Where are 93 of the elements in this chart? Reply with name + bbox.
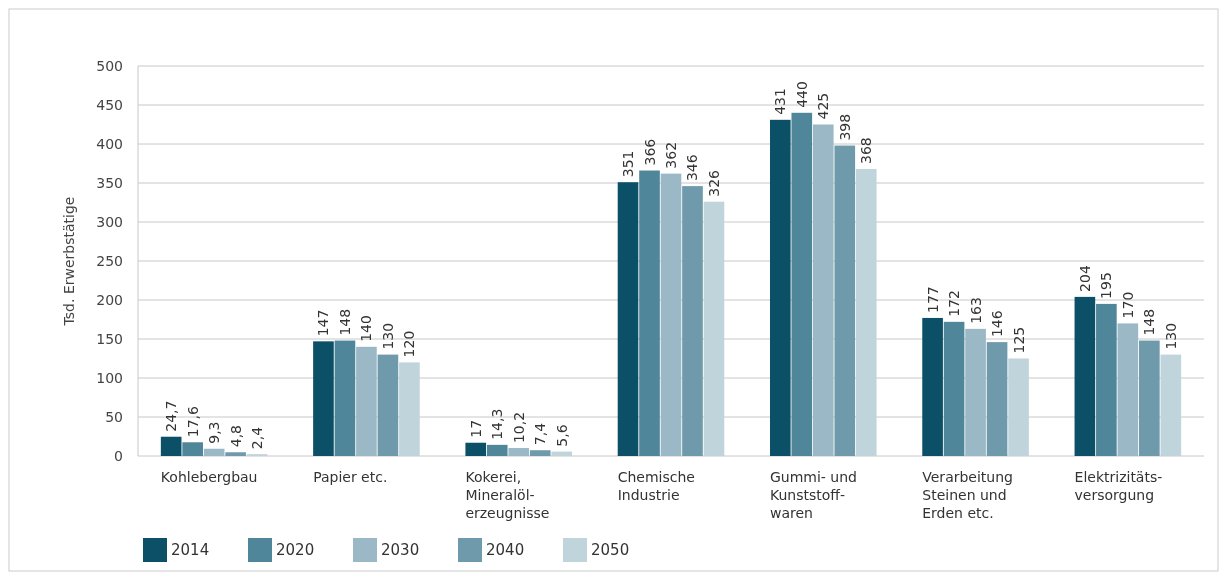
data-label: 14,3 xyxy=(489,408,506,440)
x-tick-label: Elektrizitäts- versorgung xyxy=(1074,469,1163,503)
bar xyxy=(1074,296,1096,456)
bar xyxy=(855,168,877,456)
data-label: 163 xyxy=(967,297,984,324)
bar xyxy=(1139,340,1160,456)
data-label: 368 xyxy=(858,137,875,164)
data-label: 148 xyxy=(1141,308,1158,336)
y-tick-label: 100 xyxy=(96,369,123,386)
data-label: 140 xyxy=(358,315,375,342)
data-label: 17,6 xyxy=(184,406,201,438)
legend-label: 2020 xyxy=(276,541,315,560)
x-tick-label: Kokerei, Mineralöl- erzeugnisse xyxy=(465,469,550,521)
bar xyxy=(225,452,246,456)
bar xyxy=(377,354,399,456)
data-label: 431 xyxy=(772,88,789,115)
bar xyxy=(486,444,508,456)
x-tick-label: Kohlebergbau xyxy=(160,469,258,485)
data-label: 204 xyxy=(1076,265,1093,292)
bar xyxy=(356,346,377,456)
bar xyxy=(203,448,225,456)
bar xyxy=(508,448,530,456)
legend-label: 2050 xyxy=(591,541,630,560)
data-label: 120 xyxy=(401,330,418,358)
y-tick-label: 450 xyxy=(96,96,123,113)
bar xyxy=(922,317,943,456)
bar xyxy=(334,340,356,456)
bar xyxy=(834,145,856,456)
bar xyxy=(660,173,682,456)
y-tick-label: 250 xyxy=(96,252,123,269)
data-label: 5,6 xyxy=(553,424,570,447)
legend-label: 2030 xyxy=(381,541,420,560)
x-tick-label: Gummi- und Kunststoff- waren xyxy=(769,469,858,521)
data-label: 24,7 xyxy=(163,400,180,432)
data-label: 195 xyxy=(1098,272,1115,299)
bar xyxy=(160,436,182,456)
bar xyxy=(1160,354,1182,456)
data-label: 147 xyxy=(315,309,332,337)
data-label: 2,4 xyxy=(249,426,266,450)
bar xyxy=(769,119,791,456)
data-label: 7,4 xyxy=(532,422,549,446)
data-label: 346 xyxy=(684,154,701,182)
y-axis-title: Tsd. Erwerbstätige xyxy=(61,196,77,327)
data-label: 362 xyxy=(663,141,679,169)
bar xyxy=(943,321,965,456)
bar xyxy=(812,124,834,456)
x-tick-label: Verarbeitung Steinen und Erden etc. xyxy=(922,469,1013,521)
data-label: 177 xyxy=(924,286,941,313)
data-label: 440 xyxy=(793,81,810,108)
y-tick-label: 500 xyxy=(96,57,123,74)
data-label: 351 xyxy=(620,150,637,178)
data-label: 125 xyxy=(1010,326,1027,354)
bar xyxy=(682,186,703,456)
data-label: 398 xyxy=(836,113,853,141)
data-label: 146 xyxy=(989,310,1006,338)
bar xyxy=(551,451,573,456)
data-label: 4,8 xyxy=(227,424,244,448)
bar xyxy=(639,170,660,456)
bar xyxy=(182,442,203,456)
data-label: 172 xyxy=(946,290,963,317)
bar xyxy=(529,450,551,456)
bar xyxy=(313,341,334,456)
y-tick-label: 350 xyxy=(96,174,123,191)
y-tick-label: 0 xyxy=(114,447,123,464)
data-label: 17 xyxy=(467,419,484,438)
bar xyxy=(703,201,725,456)
x-tick-label: Papier etc. xyxy=(313,469,388,485)
bar xyxy=(965,328,986,456)
bar xyxy=(399,362,420,456)
y-tick-label: 150 xyxy=(96,330,123,347)
bar xyxy=(1096,303,1117,456)
bar xyxy=(986,342,1008,456)
data-label: 425 xyxy=(815,92,832,120)
x-tick-label: Chemische Industrie xyxy=(617,469,695,503)
legend-label: 2040 xyxy=(486,541,525,560)
y-tick-label: 200 xyxy=(96,291,123,308)
bar xyxy=(791,112,813,456)
data-label: 326 xyxy=(705,169,722,197)
y-tick-label: 300 xyxy=(96,213,123,230)
bar xyxy=(617,182,639,456)
data-label: 130 xyxy=(379,322,396,350)
y-tick-label: 400 xyxy=(96,135,123,152)
bar xyxy=(1117,323,1139,456)
legend-label: 2014 xyxy=(171,541,210,560)
data-label: 9,3 xyxy=(206,421,223,444)
data-label: 170 xyxy=(1119,291,1136,319)
y-tick-label: 50 xyxy=(105,408,123,425)
bar xyxy=(465,442,487,456)
data-label: 366 xyxy=(641,138,658,166)
bar xyxy=(1008,358,1029,456)
data-label: 130 xyxy=(1162,322,1179,350)
data-label: 148 xyxy=(336,308,353,336)
data-label: 10,2 xyxy=(510,411,527,444)
